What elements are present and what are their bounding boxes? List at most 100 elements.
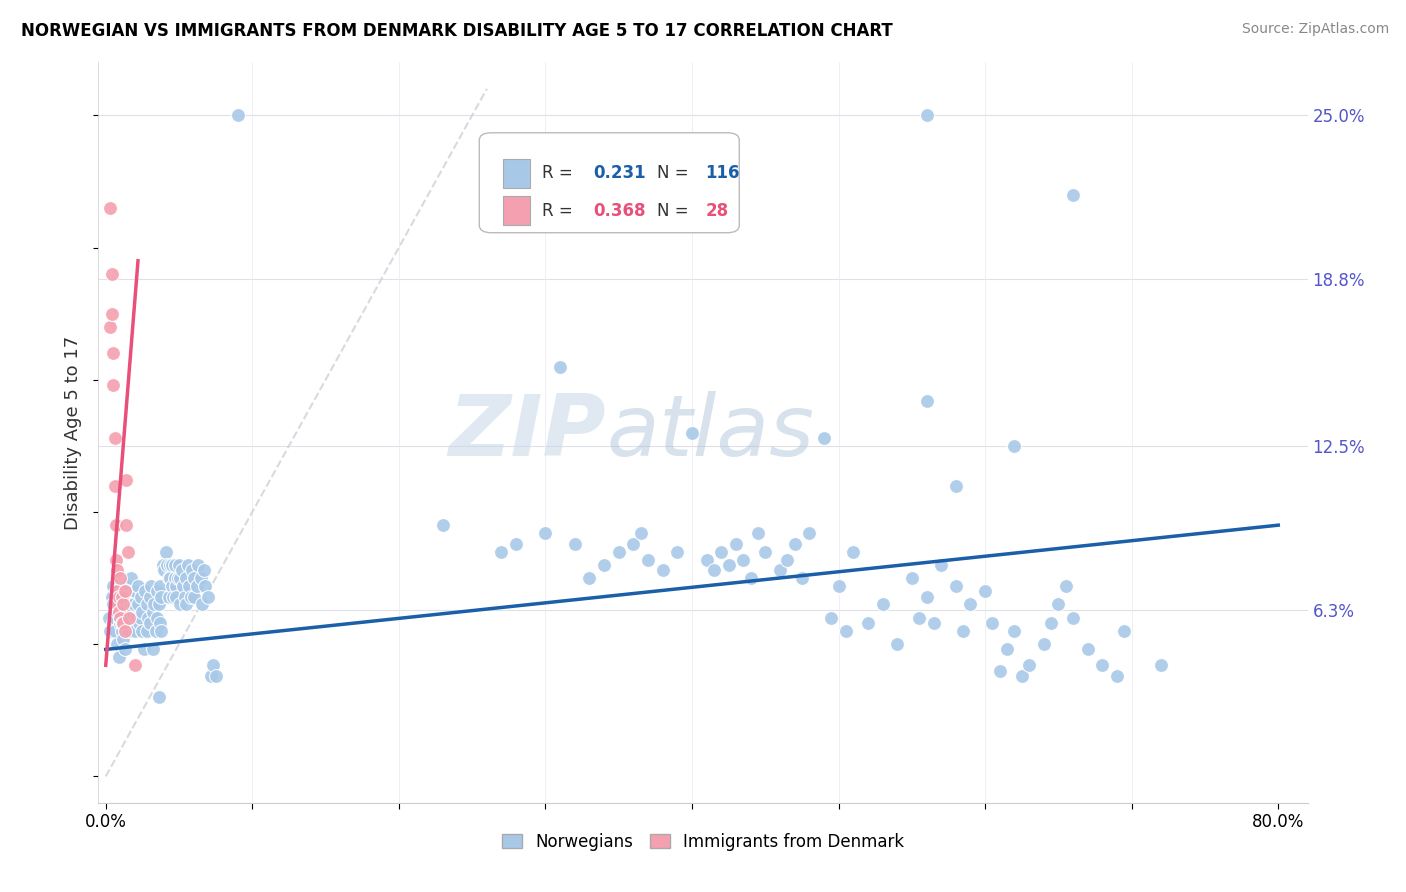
Point [105, 518, 128, 533]
Point [1032, 637, 1054, 651]
Point [108, 606, 131, 620]
Point [186, 579, 208, 593]
Point [901, 571, 924, 585]
Point [783, 536, 806, 550]
Point [110, 611, 132, 625]
Text: N =: N = [657, 164, 695, 183]
Point [101, 579, 124, 593]
Point [1011, 669, 1033, 683]
Point [111, 598, 134, 612]
Point [150, 590, 173, 604]
Point [183, 571, 205, 585]
Point [856, 615, 879, 630]
Point [114, 642, 136, 657]
Point [159, 571, 181, 585]
Point [146, 611, 169, 625]
Point [131, 606, 153, 620]
Point [155, 544, 177, 558]
Point [98, 201, 121, 215]
Point [1105, 669, 1128, 683]
Point [170, 563, 193, 577]
Point [148, 690, 170, 704]
Text: 0.368: 0.368 [593, 202, 645, 219]
Point [120, 571, 142, 585]
Point [101, 346, 124, 360]
Point [118, 624, 141, 638]
Text: NORWEGIAN VS IMMIGRANTS FROM DENMARK DISABILITY AGE 5 TO 17 CORRELATION CHART: NORWEGIAN VS IMMIGRANTS FROM DENMARK DIS… [21, 22, 893, 40]
Point [142, 606, 165, 620]
Text: ZIP: ZIP [449, 391, 606, 475]
Text: 116: 116 [706, 164, 740, 183]
Point [1054, 579, 1077, 593]
Point [110, 615, 132, 630]
Point [156, 558, 179, 572]
Point [98, 624, 121, 638]
Point [181, 563, 204, 577]
Point [174, 590, 197, 604]
Point [176, 598, 198, 612]
Point [134, 584, 156, 599]
Point [112, 584, 135, 599]
Point [105, 598, 128, 612]
Point [1004, 624, 1026, 638]
Point [103, 431, 125, 445]
Point [167, 558, 190, 572]
Point [790, 571, 813, 585]
Point [163, 558, 186, 572]
Point [135, 624, 157, 638]
Point [114, 598, 136, 612]
Point [101, 598, 124, 612]
Point [607, 544, 630, 558]
Point [127, 598, 149, 612]
Point [872, 598, 894, 612]
Point [118, 598, 141, 612]
Point [952, 624, 974, 638]
Point [114, 624, 136, 638]
Point [703, 563, 725, 577]
Point [122, 598, 145, 612]
Point [100, 307, 122, 321]
Point [915, 393, 938, 408]
Point [101, 378, 124, 392]
Point [166, 571, 188, 585]
Point [118, 611, 141, 625]
Point [578, 571, 600, 585]
Point [127, 579, 149, 593]
Point [112, 598, 135, 612]
Point [124, 624, 146, 638]
Text: R =: R = [543, 202, 578, 219]
Text: 0.231: 0.231 [593, 164, 645, 183]
Point [179, 579, 201, 593]
Point [747, 526, 769, 541]
Point [183, 590, 205, 604]
Point [129, 590, 152, 604]
Point [111, 590, 134, 604]
Point [117, 544, 139, 558]
Point [107, 584, 129, 599]
Point [593, 558, 616, 572]
Point [157, 590, 180, 604]
Point [135, 598, 157, 612]
Point [548, 359, 571, 374]
Point [813, 431, 835, 445]
Point [187, 558, 209, 572]
Point [835, 624, 858, 638]
Point [201, 658, 224, 673]
Legend: Norwegians, Immigrants from Denmark: Norwegians, Immigrants from Denmark [495, 826, 911, 857]
Point [1047, 598, 1070, 612]
Point [1114, 624, 1136, 638]
Point [820, 611, 842, 625]
Point [152, 558, 174, 572]
Point [945, 579, 967, 593]
Point [1004, 439, 1026, 453]
Y-axis label: Disability Age 5 to 17: Disability Age 5 to 17 [65, 335, 83, 530]
Point [160, 558, 183, 572]
Point [172, 579, 194, 593]
Point [114, 584, 136, 599]
Point [129, 611, 152, 625]
Point [115, 615, 138, 630]
Point [915, 590, 938, 604]
Point [115, 518, 138, 533]
Point [112, 632, 135, 646]
Text: R =: R = [543, 164, 578, 183]
